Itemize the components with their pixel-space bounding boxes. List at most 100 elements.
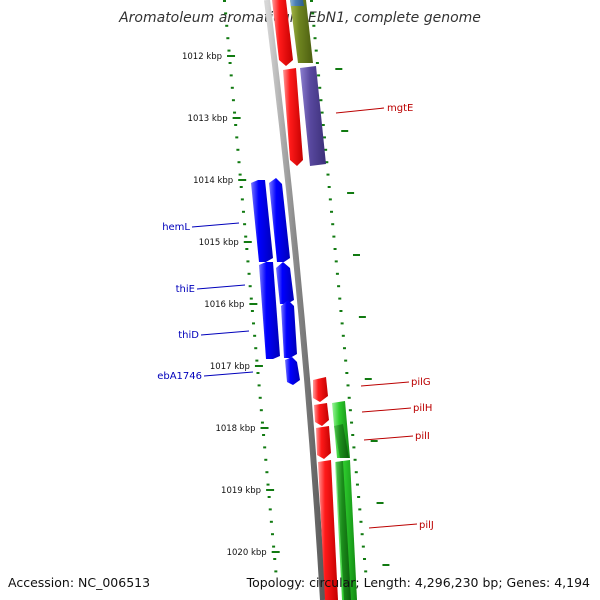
ruler-tick	[364, 378, 372, 380]
ruler-tick	[348, 409, 352, 412]
gene-red-2[interactable]	[283, 68, 303, 166]
gene-mgtE[interactable]	[300, 66, 326, 166]
ruler-tick	[256, 372, 260, 374]
ruler-tick	[235, 136, 239, 139]
ruler-tick	[247, 272, 251, 275]
ruler-tick	[346, 384, 350, 387]
gene-hemL[interactable]	[251, 180, 273, 262]
ruler-tick	[328, 198, 332, 201]
ruler-tick-label: 1012 kbp	[182, 52, 222, 62]
ruler-tick	[376, 502, 384, 504]
ruler-tick	[224, 12, 228, 15]
ruler-tick	[264, 458, 268, 461]
ruler-tick	[318, 86, 322, 89]
ruler-tick	[239, 186, 243, 188]
gene-pilH[interactable]	[314, 403, 329, 426]
ruler-tick	[344, 359, 348, 362]
ruler-tick	[232, 117, 241, 119]
gene-thiE[interactable]	[259, 262, 280, 359]
gene-hemL-neighbor[interactable]	[269, 178, 290, 262]
ruler-tick	[382, 564, 390, 566]
ruler-tick	[266, 483, 270, 486]
ruler-tick	[272, 545, 276, 548]
ruler-tick	[262, 434, 266, 436]
gene-pilG[interactable]	[313, 377, 328, 402]
gene-red-top[interactable]	[272, 0, 293, 66]
gene-thiD[interactable]	[281, 300, 297, 358]
ruler-tick	[355, 483, 359, 486]
ruler-tick	[249, 303, 258, 305]
labels-right: mgtE pilG pilH pilI pilJ	[335, 103, 434, 531]
ruler-tick	[259, 409, 263, 412]
ruler-tick	[334, 260, 338, 263]
ruler-tick-label: 1019 kbp	[221, 486, 261, 496]
ruler-tick	[231, 99, 235, 102]
ruler-tick	[258, 396, 262, 399]
ruler-tick-label: 1016 kbp	[204, 300, 244, 310]
label-mgtE: mgtE	[387, 103, 413, 114]
ruler-tick	[353, 458, 357, 461]
label-pilJ: pilJ	[419, 520, 434, 531]
ruler-tick	[354, 471, 358, 474]
labels-left: hemL thiE thiD ebA1746	[157, 222, 254, 382]
ruler-tick	[320, 111, 324, 114]
kbp-ruler: 1012 kbp 1013 kbp 1014 kbp 1015 kbp 1016 kbp…	[182, 0, 390, 573]
ruler-tick	[341, 130, 349, 132]
ruler-tick	[225, 24, 229, 27]
ruler-tick	[254, 347, 258, 350]
ruler-tick	[254, 365, 263, 367]
label-pilH: pilH	[413, 403, 432, 414]
genome-summary-text: Topology: circular; Length: 4,296,230 bp…	[246, 575, 590, 590]
gene-olive-top[interactable]	[290, 0, 313, 63]
ruler-tick	[311, 12, 315, 15]
gene-pilI[interactable]	[316, 426, 331, 459]
ruler-tick-label: 1020 kbp	[227, 548, 267, 558]
gene-pilJ[interactable]	[318, 460, 338, 600]
ruler-tick	[313, 37, 317, 40]
ruler-tick	[331, 223, 335, 226]
ruler-tick	[315, 62, 319, 64]
ruler-tick	[326, 173, 330, 176]
ruler-tick	[260, 427, 269, 429]
ruler-tick-label: 1015 kbp	[199, 238, 239, 248]
ruler-tick	[273, 558, 277, 560]
ruler-tick	[243, 241, 252, 243]
ruler-tick	[238, 179, 247, 181]
ruler-tick	[332, 235, 336, 238]
ruler-tick	[360, 533, 364, 536]
ruler-tick-label: 1014 kbp	[193, 176, 233, 186]
ruler-tick	[314, 49, 318, 52]
gene-steelblue-top[interactable]	[290, 0, 304, 6]
ruler-tick	[238, 173, 242, 176]
ruler-tick	[269, 520, 273, 523]
ruler-tick	[260, 421, 264, 424]
ruler-tick	[317, 74, 321, 77]
ruler-tick	[359, 520, 363, 523]
gene-thiE-neighbor[interactable]	[276, 262, 294, 304]
ruler-tick	[253, 334, 257, 337]
ruler-tick	[312, 24, 316, 27]
gene-ebA1746[interactable]	[285, 357, 300, 385]
ruler-tick	[274, 570, 278, 573]
ruler-tick	[337, 285, 341, 288]
ruler-tick	[229, 74, 233, 77]
gene-pilJ-darkgreen[interactable]	[336, 461, 351, 600]
ruler-tick	[345, 372, 349, 374]
ruler-tick	[347, 396, 351, 399]
ruler-tick-label: 1013 kbp	[188, 114, 228, 124]
ruler-tick	[271, 551, 280, 553]
ruler-tick	[341, 334, 345, 337]
label-hemL: hemL	[162, 222, 190, 233]
gene-pilI-darkgreen[interactable]	[334, 424, 349, 458]
ruler-tick	[350, 421, 354, 424]
ruler-tick	[266, 489, 275, 491]
ruler-tick-label: 1017 kbp	[210, 362, 250, 372]
ruler-tick	[335, 272, 339, 275]
ruler-tick	[370, 440, 378, 442]
ruler-tick	[361, 545, 365, 548]
ruler-tick	[352, 446, 356, 449]
ruler-tick	[252, 322, 256, 325]
ruler-tick	[338, 297, 342, 300]
accession-text: Accession: NC_006513	[8, 575, 151, 590]
